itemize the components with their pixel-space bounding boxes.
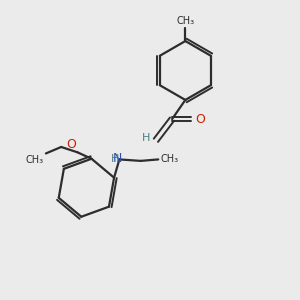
- Text: O: O: [66, 137, 76, 151]
- Text: H: H: [142, 133, 151, 143]
- Text: O: O: [195, 112, 205, 126]
- Text: CH₃: CH₃: [160, 154, 179, 164]
- Text: N: N: [113, 152, 122, 165]
- Text: H: H: [110, 154, 119, 164]
- Text: CH₃: CH₃: [176, 16, 194, 26]
- Text: CH₃: CH₃: [26, 155, 44, 165]
